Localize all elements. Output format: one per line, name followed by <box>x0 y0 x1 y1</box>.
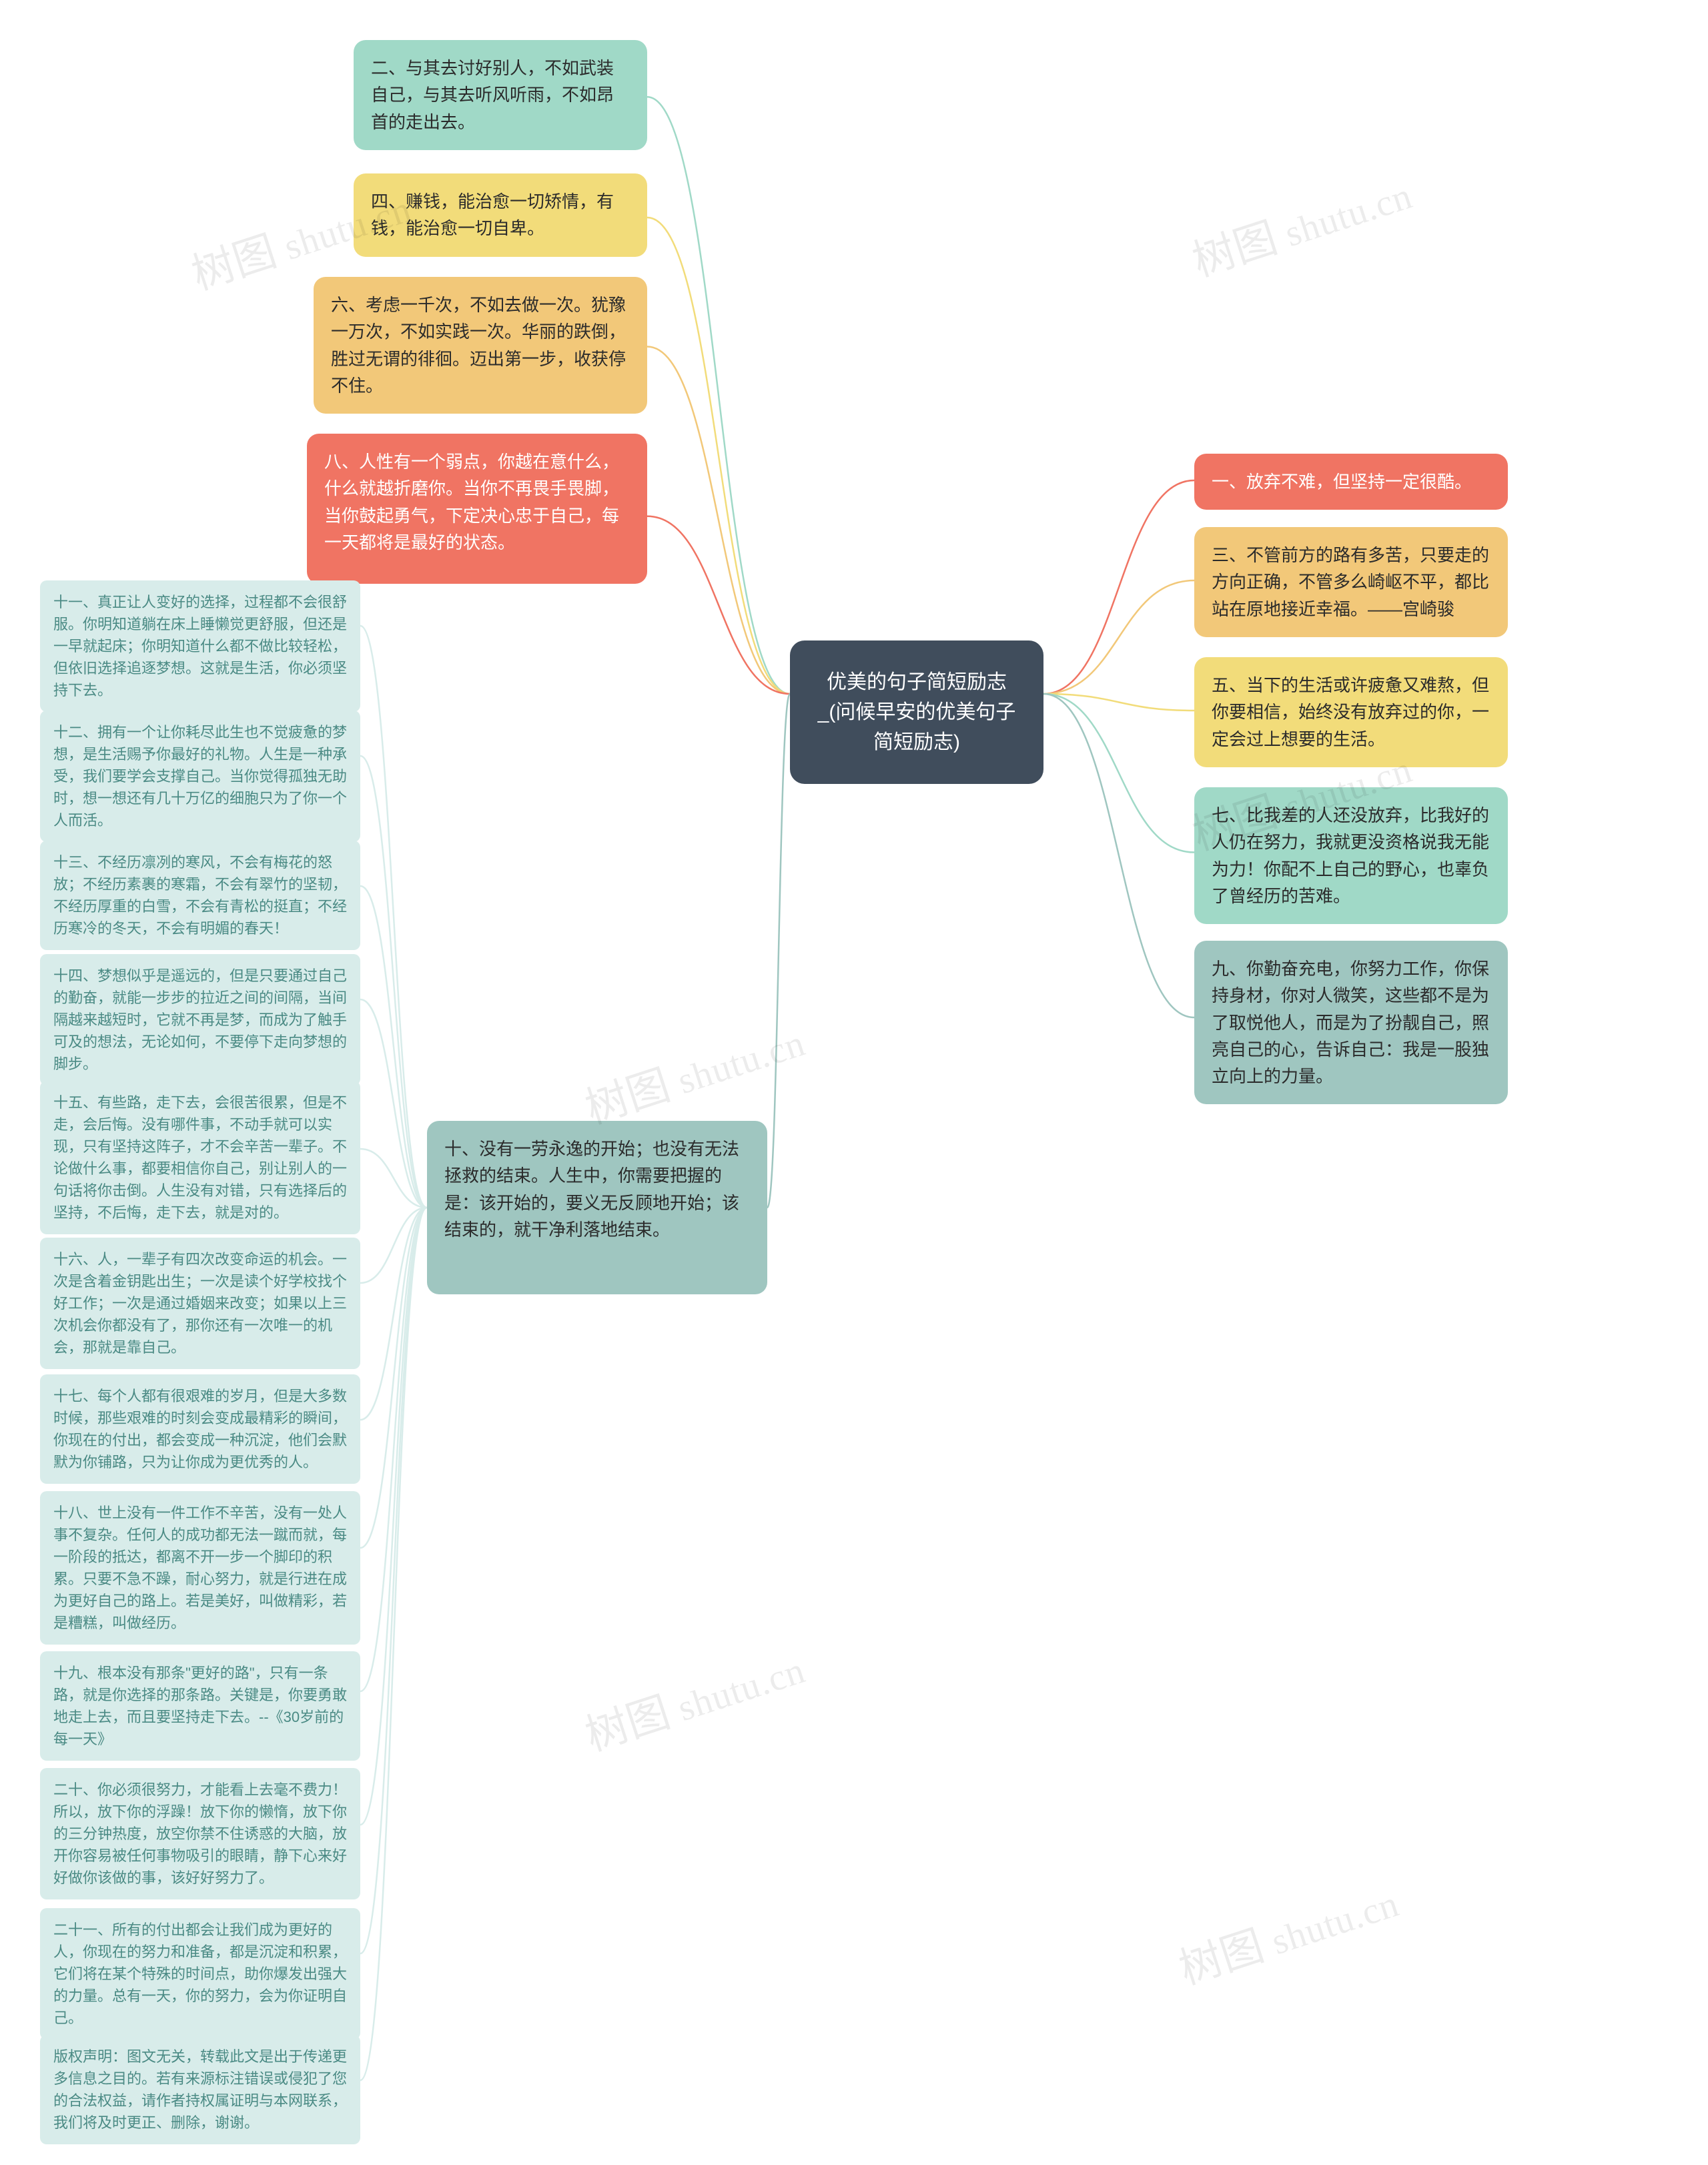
node-n3[interactable]: 三、不管前方的路有多苦，只要走的方向正确，不管多么崎岖不平，都比站在原地接近幸福… <box>1194 527 1508 637</box>
watermark-en: shutu.cn <box>1266 1883 1404 1964</box>
watermark-en: shutu.cn <box>1280 175 1417 256</box>
node-n2[interactable]: 二、与其去讨好别人，不如武装自己，与其去听风听雨，不如昂首的走出去。 <box>354 40 647 150</box>
watermark-cn: 树图 <box>1187 213 1283 285</box>
node-n18[interactable]: 十八、世上没有一件工作不辛苦，没有一处人事不复杂。任何人的成功都无法一蹴而就，每… <box>40 1491 360 1645</box>
node-n7[interactable]: 七、比我差的人还没放弃，比我好的人仍在努力，我就更没资格说我无能为力！你配不上自… <box>1194 787 1508 924</box>
watermark: 树图 shutu.cn <box>1170 1868 1405 1997</box>
node-n15[interactable]: 十五、有些路，走下去，会很苦很累，但是不走，会后悔。没有哪件事，不动手就可以实现… <box>40 1081 360 1234</box>
node-n1[interactable]: 一、放弃不难，但坚持一定很酷。 <box>1194 454 1508 510</box>
node-n9[interactable]: 九、你勤奋充电，你努力工作，你保持身材，你对人微笑，这些都不是为了取悦他人，而是… <box>1194 941 1508 1104</box>
node-n20[interactable]: 二十、你必须很努力，才能看上去毫不费力！所以，放下你的浮躁！放下你的懒惰，放下你… <box>40 1768 360 1899</box>
node-n10[interactable]: 十、没有一劳永逸的开始；也没有无法拯救的结束。人生中，你需要把握的是：该开始的，… <box>427 1121 767 1294</box>
watermark: 树图 shutu.cn <box>1184 160 1418 289</box>
watermark-cn: 树图 <box>580 1688 676 1759</box>
node-n17[interactable]: 十七、每个人都有很艰难的岁月，但是大多数时候，那些艰难的时刻会变成最精彩的瞬间，… <box>40 1374 360 1484</box>
watermark-cn: 树图 <box>1174 1921 1270 1993</box>
node-n13[interactable]: 十三、不经历凛冽的寒风，不会有梅花的怒放；不经历素裹的寒霜，不会有翠竹的坚韧，不… <box>40 841 360 950</box>
node-n8[interactable]: 八、人性有一个弱点，你越在意什么，什么就越折磨你。当你不再畏手畏脚，当你鼓起勇气… <box>307 434 647 584</box>
node-n14[interactable]: 十四、梦想似乎是遥远的，但是只要通过自己的勤奋，就能一步步的拉近之间的间隔，当间… <box>40 954 360 1086</box>
node-n5[interactable]: 五、当下的生活或许疲惫又难熬，但你要相信，始终没有放弃过的你，一定会过上想要的生… <box>1194 657 1508 767</box>
node-n12[interactable]: 十二、拥有一个让你耗尽此生也不觉疲惫的梦想，是生活赐予你最好的礼物。人生是一种承… <box>40 711 360 842</box>
center-node[interactable]: 优美的句子简短励志_(问候早安的优美句子简短励志) <box>790 640 1043 784</box>
node-n6[interactable]: 六、考虑一千次，不如去做一次。犹豫一万次，不如实践一次。华丽的跌倒，胜过无谓的徘… <box>314 277 647 414</box>
watermark: 树图 shutu.cn <box>576 1635 811 1763</box>
node-n16[interactable]: 十六、人，一辈子有四次改变命运的机会。一次是含着金钥匙出生；一次是读个好学校找个… <box>40 1238 360 1369</box>
node-n4[interactable]: 四、赚钱，能治愈一切矫情，有钱，能治愈一切自卑。 <box>354 173 647 257</box>
watermark-en: shutu.cn <box>673 1650 810 1730</box>
node-n21[interactable]: 二十一、所有的付出都会让我们成为更好的人，你现在的努力和准备，都是沉淀和积累，它… <box>40 1908 360 2040</box>
watermark-cn: 树图 <box>186 227 282 298</box>
node-n19[interactable]: 十九、根本没有那条"更好的路"，只有一条路，就是你选择的那条路。关键是，你要勇敢… <box>40 1651 360 1761</box>
node-n11[interactable]: 十一、真正让人变好的选择，过程都不会很舒服。你明知道躺在床上睡懒觉更舒服，但还是… <box>40 580 360 712</box>
node-n22[interactable]: 版权声明：图文无关，转载此文是出于传递更多信息之目的。若有来源标注错误或侵犯了您… <box>40 2035 360 2144</box>
watermark: 树图 shutu.cn <box>576 1007 811 1136</box>
mindmap-canvas: 优美的句子简短励志_(问候早安的优美句子简短励志) 一、放弃不难，但坚持一定很酷。… <box>0 0 1708 2165</box>
watermark-en: shutu.cn <box>673 1023 810 1103</box>
